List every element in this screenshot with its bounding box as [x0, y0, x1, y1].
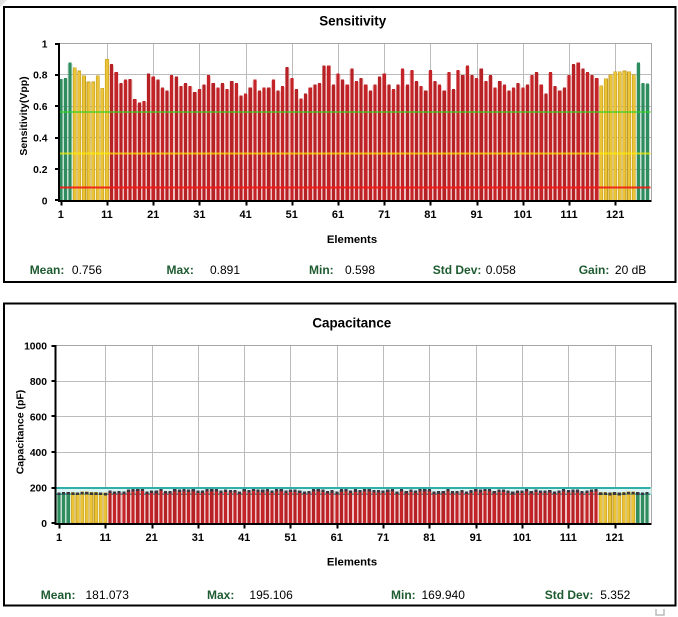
svg-text:51: 51: [286, 209, 298, 221]
svg-text:11: 11: [99, 532, 111, 544]
svg-text:91: 91: [470, 532, 482, 544]
svg-text:61: 61: [331, 532, 343, 544]
svg-text:Min:: Min:: [309, 263, 334, 277]
svg-text:1: 1: [42, 39, 48, 50]
svg-text:Max:: Max:: [207, 588, 234, 602]
svg-text:20 dB: 20 dB: [615, 263, 646, 277]
svg-text:Sensitivity(Vpp): Sensitivity(Vpp): [18, 76, 30, 155]
svg-text:41: 41: [238, 532, 250, 544]
svg-text:Max:: Max:: [167, 263, 194, 277]
svg-text:31: 31: [193, 209, 205, 221]
svg-text:21: 21: [147, 209, 159, 221]
svg-text:91: 91: [470, 209, 482, 221]
svg-text:169.940: 169.940: [422, 588, 466, 602]
svg-text:0: 0: [41, 519, 47, 530]
svg-text:195.106: 195.106: [249, 588, 293, 602]
svg-text:Gain:: Gain:: [579, 263, 610, 277]
svg-text:0.891: 0.891: [210, 263, 240, 277]
svg-text:0.4: 0.4: [33, 134, 48, 145]
svg-text:600: 600: [30, 412, 47, 423]
svg-text:0.058: 0.058: [486, 263, 516, 277]
svg-text:21: 21: [145, 532, 157, 544]
svg-text:200: 200: [30, 483, 47, 494]
svg-text:41: 41: [239, 209, 251, 221]
svg-text:Mean:: Mean:: [41, 588, 76, 602]
svg-text:Capacitance: Capacitance: [312, 315, 391, 330]
svg-text:121: 121: [606, 209, 624, 221]
svg-text:1: 1: [58, 209, 64, 221]
svg-text:800: 800: [30, 377, 47, 388]
svg-text:101: 101: [513, 532, 531, 544]
svg-text:101: 101: [514, 209, 532, 221]
svg-text:0: 0: [42, 196, 48, 207]
svg-text:0.598: 0.598: [345, 263, 375, 277]
svg-text:81: 81: [423, 532, 435, 544]
svg-text:Elements: Elements: [327, 556, 377, 568]
svg-text:61: 61: [332, 209, 344, 221]
svg-text:0.756: 0.756: [72, 263, 102, 277]
svg-text:400: 400: [30, 448, 47, 459]
svg-text:Elements: Elements: [327, 234, 377, 246]
svg-text:Sensitivity: Sensitivity: [319, 13, 387, 28]
svg-text:121: 121: [605, 532, 623, 544]
svg-text:0.2: 0.2: [33, 165, 48, 176]
svg-text:51: 51: [284, 532, 296, 544]
svg-text:11: 11: [101, 209, 113, 221]
svg-text:Std Dev:: Std Dev:: [433, 263, 482, 277]
svg-text:111: 111: [560, 209, 577, 221]
svg-text:Capacitance (pF): Capacitance (pF): [15, 390, 27, 475]
svg-text:1: 1: [56, 532, 62, 544]
svg-text:Std Dev:: Std Dev:: [545, 588, 594, 602]
svg-text:5.352: 5.352: [600, 588, 630, 602]
svg-text:71: 71: [378, 209, 390, 221]
svg-text:71: 71: [377, 532, 389, 544]
svg-text:81: 81: [424, 209, 436, 221]
svg-text:Min:: Min:: [391, 588, 416, 602]
svg-text:1000: 1000: [24, 341, 47, 352]
svg-text:111: 111: [560, 532, 577, 544]
svg-text:Mean:: Mean:: [30, 263, 65, 277]
svg-text:181.073: 181.073: [86, 588, 130, 602]
svg-text:31: 31: [192, 532, 204, 544]
svg-text:0.6: 0.6: [33, 102, 48, 113]
svg-text:0.8: 0.8: [33, 71, 48, 82]
